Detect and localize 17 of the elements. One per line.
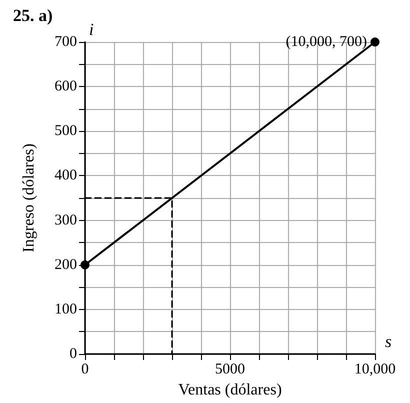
annotation: (10,000, 700) [286, 34, 367, 50]
x-axis-title: Ventas (dólares) [178, 382, 282, 398]
y-tick-label: 700 [54, 34, 77, 50]
y-tick-label: 200 [54, 256, 77, 273]
y-tick-label: 100 [54, 301, 77, 318]
x-tick-label: 5000 [215, 362, 245, 378]
y-tick-label: 400 [54, 168, 77, 184]
y-tick-label: 500 [54, 123, 77, 140]
x-tick-label: 0 [81, 362, 89, 378]
chart-title: 25. a) [13, 6, 53, 25]
text: i [89, 20, 94, 39]
y-tick-label: 0 [70, 346, 77, 362]
y-tick-label: 300 [54, 212, 77, 228]
text: s [385, 332, 392, 351]
y-tick-label: 600 [54, 78, 77, 95]
y-axis-title: Ingreso (dólares) [20, 144, 38, 252]
x-tick-label: 10,000 [354, 362, 396, 378]
